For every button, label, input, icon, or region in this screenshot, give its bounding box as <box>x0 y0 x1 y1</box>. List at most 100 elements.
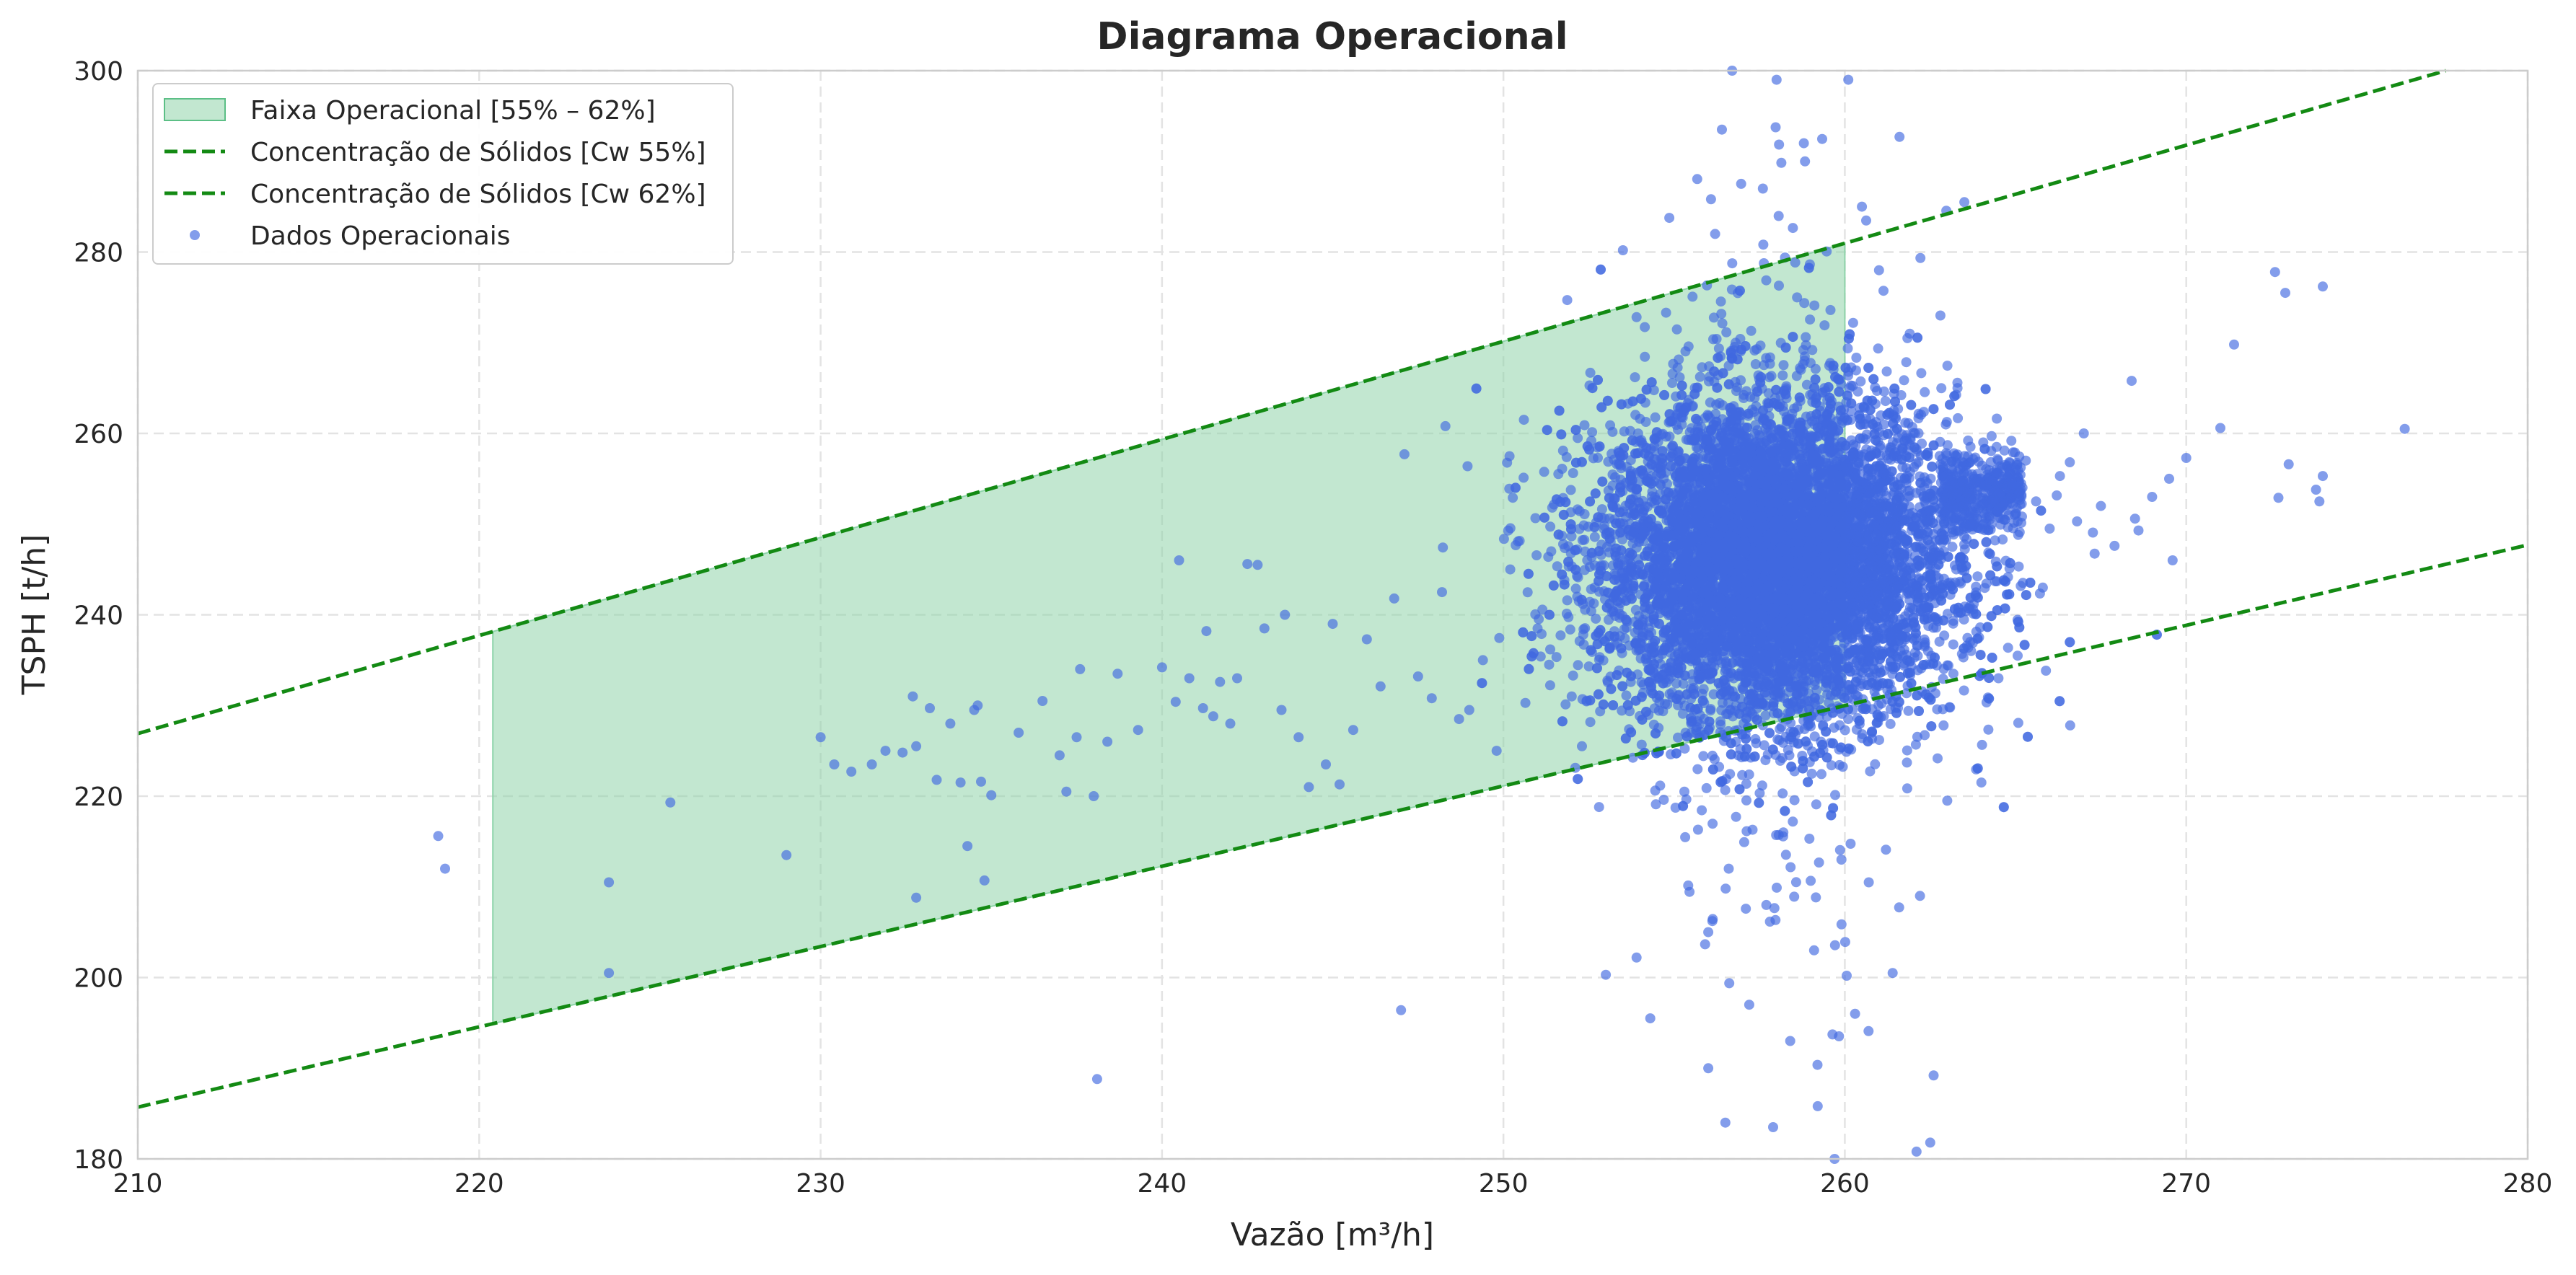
data-point <box>1904 706 1914 716</box>
data-point <box>2015 581 2026 591</box>
data-point <box>1936 383 1946 393</box>
data-point <box>2072 516 2082 526</box>
data-point <box>980 875 990 886</box>
data-point <box>1731 812 1741 822</box>
data-point <box>911 741 921 751</box>
data-point <box>2314 496 2324 506</box>
data-point <box>1293 732 1304 742</box>
data-point <box>1594 802 1604 812</box>
data-point <box>1878 286 1889 296</box>
data-point <box>2270 267 2280 277</box>
data-point <box>1376 681 1386 692</box>
data-point <box>1208 711 1218 721</box>
data-point <box>2088 528 2098 538</box>
data-point <box>2280 288 2290 298</box>
data-point <box>1622 690 1632 700</box>
data-point <box>1935 311 1946 321</box>
data-point <box>2168 555 2178 565</box>
data-point <box>2031 496 2041 506</box>
data-point <box>1959 197 1969 207</box>
data-point <box>1933 754 1943 764</box>
data-point <box>2044 524 2054 534</box>
data-point <box>1717 125 1727 135</box>
data-point <box>1505 565 1516 575</box>
data-point <box>1777 371 1788 381</box>
data-point <box>1226 718 1236 728</box>
data-point <box>1618 245 1628 255</box>
data-point <box>1092 1074 1102 1084</box>
data-point <box>1661 308 1671 318</box>
data-point <box>1695 372 1705 382</box>
data-point <box>1531 550 1542 560</box>
data-point <box>1567 692 1577 702</box>
data-point <box>1389 594 1399 604</box>
data-point <box>1848 318 1858 328</box>
data-point <box>986 790 996 800</box>
data-point <box>1304 782 1314 792</box>
data-point <box>1157 662 1167 672</box>
data-point <box>1508 493 1518 503</box>
data-point <box>2127 376 2137 386</box>
data-point <box>1232 674 1242 684</box>
data-point <box>1772 75 1782 85</box>
data-point <box>434 831 444 841</box>
data-point <box>1555 630 1565 640</box>
data-point <box>1959 686 1969 696</box>
data-point <box>1014 728 1024 738</box>
data-point <box>1640 322 1650 332</box>
data-point <box>1775 756 1785 766</box>
data-point <box>1537 629 1547 639</box>
data-point <box>665 798 675 808</box>
data-point <box>2229 340 2239 350</box>
data-point <box>1543 552 1553 562</box>
data-point <box>1601 970 1611 980</box>
data-point <box>1768 1122 1778 1132</box>
data-point <box>2164 474 2174 484</box>
data-point <box>1348 725 1358 735</box>
data-point <box>1843 75 1853 85</box>
data-point <box>1171 697 1181 707</box>
data-point <box>1260 623 1270 633</box>
data-point <box>2130 513 2140 524</box>
data-point <box>1252 560 1262 570</box>
data-point <box>1593 453 1603 463</box>
data-point <box>1977 777 1987 788</box>
data-point <box>1587 427 1597 437</box>
data-point <box>604 968 614 978</box>
data-point <box>1912 1147 1922 1157</box>
data-point <box>945 718 955 728</box>
data-point <box>1888 968 1898 978</box>
data-point <box>1873 343 1883 353</box>
data-point <box>1916 368 1926 378</box>
data-point <box>1650 412 1661 423</box>
data-point <box>1037 696 1047 706</box>
data-point <box>1987 431 1997 441</box>
data-point <box>1413 671 1423 681</box>
data-point <box>604 878 614 888</box>
data-point <box>1055 750 1065 760</box>
data-point <box>440 864 450 874</box>
data-point <box>2096 501 2106 511</box>
data-point <box>2318 281 2328 291</box>
data-point <box>1133 725 1143 735</box>
data-point <box>1916 410 1926 420</box>
data-point <box>2052 490 2062 500</box>
data-point <box>1720 883 1731 894</box>
data-point <box>1640 352 1650 362</box>
data-point <box>1545 645 1555 655</box>
data-point <box>1102 737 1112 747</box>
data-point <box>1075 664 1085 674</box>
data-point <box>1335 780 1345 790</box>
data-point <box>1645 1013 1656 1023</box>
data-point <box>907 692 918 702</box>
data-point <box>1492 746 1502 756</box>
data-point <box>2274 493 2284 503</box>
data-point <box>2013 718 2023 728</box>
data-point <box>1758 184 1768 194</box>
data-point <box>1560 700 1570 710</box>
data-point <box>1993 674 2003 684</box>
data-point <box>1061 787 1071 797</box>
data-point <box>1680 832 1690 842</box>
data-point <box>1089 791 1099 801</box>
